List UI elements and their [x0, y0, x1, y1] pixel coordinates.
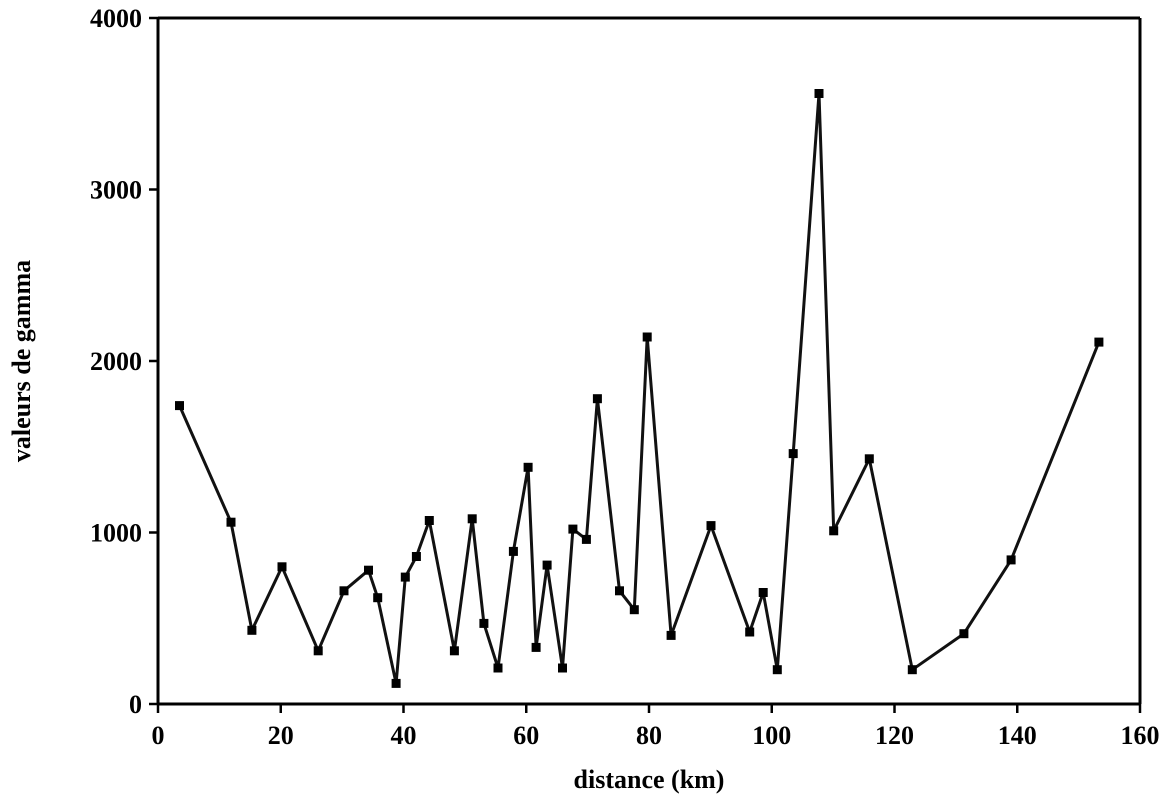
data-point [629, 605, 639, 615]
data-point [226, 517, 236, 527]
data-point [642, 332, 652, 342]
data-point [493, 663, 503, 673]
data-point [364, 565, 373, 575]
data-point [907, 665, 917, 675]
data-point [424, 516, 434, 525]
y-tick-label: 0 [129, 690, 142, 719]
data-point [829, 526, 839, 536]
data-point [277, 562, 287, 572]
data-point [864, 454, 874, 464]
y-tick-label: 1000 [90, 519, 142, 548]
y-tick-label: 2000 [90, 347, 142, 376]
data-point [772, 665, 782, 675]
data-point [788, 449, 798, 459]
series-line [178, 92, 1101, 685]
data-point [175, 401, 184, 411]
data-point [523, 462, 533, 472]
x-tick-label: 60 [513, 721, 539, 750]
data-point [400, 572, 410, 582]
data-point [1006, 555, 1016, 565]
x-tick-label: 100 [752, 721, 791, 750]
data-point [814, 89, 824, 98]
x-tick-label: 80 [636, 721, 662, 750]
x-axis-title: distance (km) [574, 765, 725, 794]
data-point [542, 560, 552, 570]
data-point [411, 552, 421, 561]
data-point [508, 546, 518, 556]
x-tick-label: 40 [391, 721, 417, 750]
data-point [558, 663, 567, 673]
x-tick-label: 160 [1121, 721, 1160, 750]
x-tick-label: 120 [875, 721, 914, 750]
data-point [479, 618, 489, 628]
y-axis-title: valeurs de gamma [7, 260, 36, 462]
data-point [706, 521, 716, 531]
y-axis-ticks: 0 1000 2000 3000 4000 [90, 4, 158, 719]
data-point [581, 534, 591, 544]
x-tick-label: 140 [998, 721, 1037, 750]
data-point [313, 646, 323, 656]
data-point [592, 394, 602, 404]
data-point [467, 514, 477, 524]
data-point [531, 642, 541, 652]
data-point [615, 586, 624, 596]
x-axis-ticks: 0 20 40 60 80 100 120 140 160 [152, 704, 1160, 750]
data-point [449, 646, 459, 656]
data-point [959, 629, 969, 639]
x-tick-label: 0 [152, 721, 165, 750]
x-tick-label: 20 [268, 721, 294, 750]
data-point [1094, 337, 1104, 347]
data-point [758, 588, 768, 597]
data-point [339, 586, 349, 596]
data-point [666, 630, 676, 640]
data-point [745, 627, 755, 637]
data-point [373, 593, 383, 603]
data-point [568, 524, 578, 534]
points-layer [175, 89, 1104, 688]
series-layer [178, 92, 1101, 685]
data-point [391, 678, 401, 688]
data-point [247, 625, 257, 635]
y-tick-label: 3000 [90, 176, 142, 205]
y-tick-label: 4000 [90, 4, 142, 33]
